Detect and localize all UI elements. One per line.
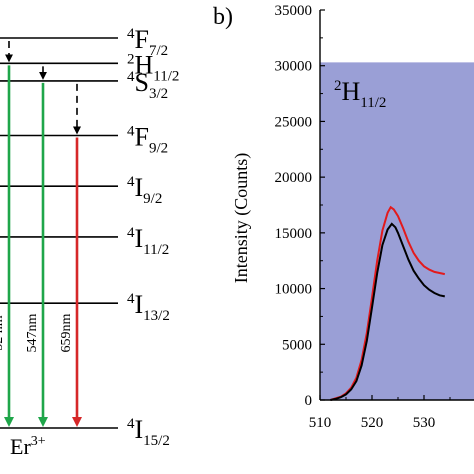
level-label-2H11/2: 2H11/2 xyxy=(127,50,179,84)
panel-label: b) xyxy=(213,4,233,30)
transition-label-3: 659nm xyxy=(59,313,74,352)
y-tick-label-25000: 25000 xyxy=(275,114,313,130)
level-label-4I13/2: 4I13/2 xyxy=(127,290,170,324)
ion-label: Er3+ xyxy=(10,434,46,459)
inset-level-label: 2H11/2 xyxy=(334,77,386,111)
level-label-4S3/2: 4S3/2 xyxy=(127,68,168,102)
level-label-4I11/2: 4I11/2 xyxy=(127,224,169,258)
x-tick-label-520: 520 xyxy=(361,415,384,431)
y-tick-label-20000: 20000 xyxy=(275,170,313,186)
y-axis-title: Intensity (Counts) xyxy=(231,153,252,284)
x-tick-label-510: 510 xyxy=(309,415,332,431)
level-label-4F9/2: 4F9/2 xyxy=(127,123,168,157)
level-label-4I15/2: 4I15/2 xyxy=(127,415,170,449)
spectrum-series-2 xyxy=(330,222,446,401)
y-tick-label-35000: 35000 xyxy=(275,3,313,19)
emission-spectrum-chart: b) 0 5000 10000 15000 20000 25000 30000 35000 51… xyxy=(213,3,474,431)
y-tick-label-10000: 10000 xyxy=(275,282,313,298)
y-tick-label-30000: 30000 xyxy=(275,59,313,75)
level-label-4I9/2: 4I9/2 xyxy=(127,173,162,207)
y-tick-label-15000: 15000 xyxy=(275,226,313,242)
level-label-4F7/2: 4F7/2 xyxy=(127,25,168,59)
emission-transitions: 52 nm 547nm 659nm xyxy=(0,65,82,427)
y-tick-label-5000: 5000 xyxy=(282,337,312,353)
nonradiative-relaxations xyxy=(5,41,81,135)
axes: 0 5000 10000 15000 20000 25000 30000 35000 510 52… xyxy=(275,3,474,431)
x-tick-label-530: 530 xyxy=(413,415,436,431)
spectrum-series-1 xyxy=(330,205,446,401)
y-tick-label-0: 0 xyxy=(305,393,313,409)
spectrum-curves xyxy=(330,205,446,401)
transition-label-1: 52 nm xyxy=(0,315,6,351)
transition-label-2: 547nm xyxy=(25,313,40,352)
